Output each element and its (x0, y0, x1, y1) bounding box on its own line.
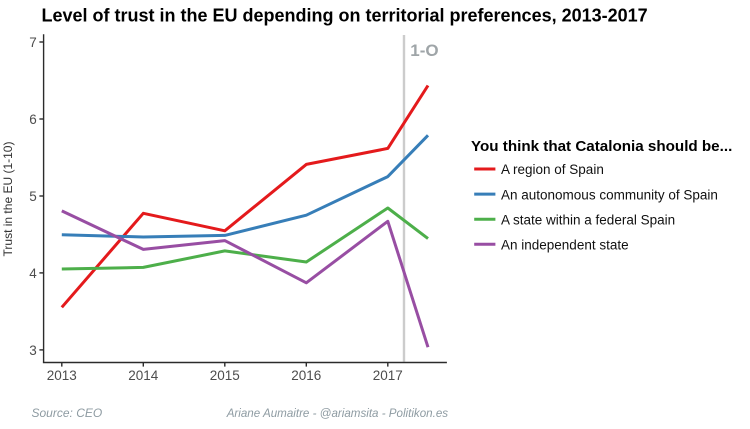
svg-text:Trust in the EU (1-10): Trust in the EU (1-10) (1, 142, 15, 257)
svg-text:2017: 2017 (373, 368, 403, 383)
svg-text:2013: 2013 (47, 368, 77, 383)
svg-text:3: 3 (29, 343, 37, 358)
svg-text:Level of trust in the EU depen: Level of trust in the EU depending on te… (42, 6, 648, 26)
svg-text:7: 7 (29, 35, 37, 50)
svg-text:A region of Spain: A region of Spain (501, 162, 604, 177)
svg-text:A state within a federal Spain: A state within a federal Spain (501, 212, 675, 227)
svg-text:2016: 2016 (291, 368, 321, 383)
svg-text:You think that Catalonia shoul: You think that Catalonia should be... (471, 138, 732, 155)
svg-text:4: 4 (29, 266, 37, 281)
svg-text:Source: CEO: Source: CEO (32, 406, 103, 420)
svg-text:2014: 2014 (128, 368, 159, 383)
svg-text:2015: 2015 (210, 368, 240, 383)
svg-text:An autonomous community of Spa: An autonomous community of Spain (501, 187, 718, 202)
svg-text:1-O: 1-O (410, 41, 438, 60)
svg-text:6: 6 (29, 112, 37, 127)
svg-text:Ariane Aumaitre - @ariamsita -: Ariane Aumaitre - @ariamsita - Politikon… (226, 407, 449, 420)
svg-text:An independent state: An independent state (501, 238, 629, 253)
svg-text:5: 5 (29, 189, 37, 204)
